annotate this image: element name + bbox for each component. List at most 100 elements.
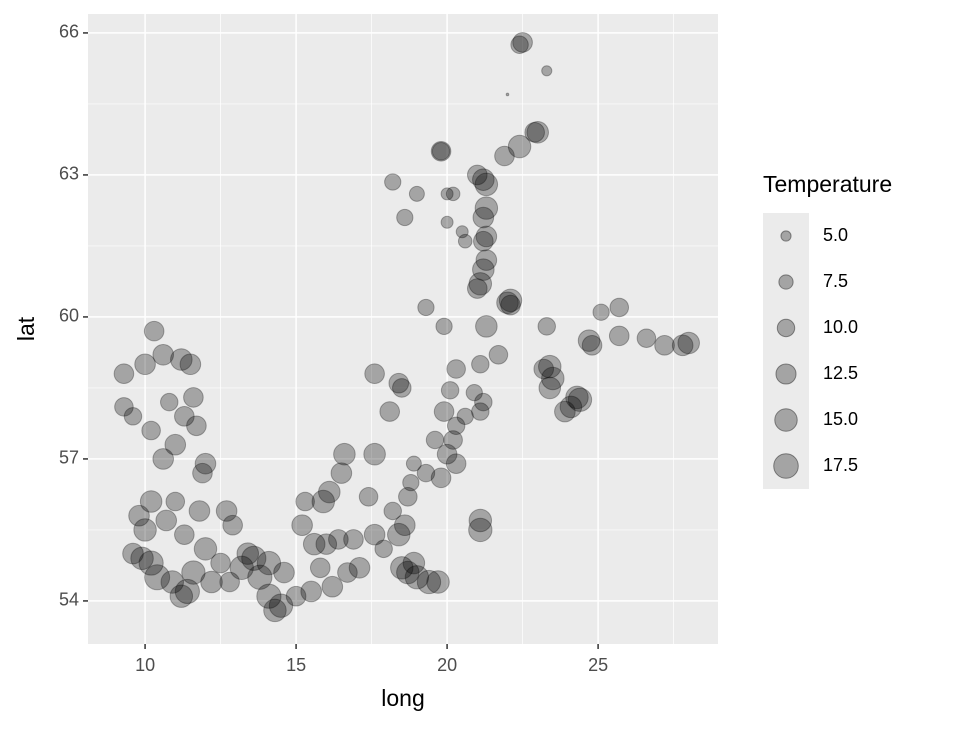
point — [507, 134, 532, 159]
legend-symbol — [778, 274, 794, 290]
point — [170, 348, 193, 371]
point — [554, 400, 576, 423]
point — [192, 462, 213, 484]
point — [416, 463, 436, 483]
point — [500, 294, 521, 316]
point — [188, 500, 211, 522]
point — [388, 372, 410, 394]
point — [343, 529, 364, 550]
legend-key — [763, 259, 809, 305]
point — [295, 491, 315, 512]
point — [408, 185, 425, 202]
point — [456, 407, 474, 425]
point — [430, 140, 452, 162]
point — [474, 392, 493, 412]
point — [443, 430, 463, 450]
point — [404, 565, 430, 590]
point — [465, 384, 483, 402]
point — [505, 92, 510, 97]
point — [169, 584, 194, 608]
point — [581, 335, 603, 356]
point — [144, 564, 171, 591]
point — [141, 420, 161, 441]
point — [374, 539, 393, 559]
x-tick-label: 10 — [135, 655, 155, 675]
point — [155, 509, 178, 532]
point — [164, 433, 187, 456]
legend-label: 10.0 — [823, 317, 858, 337]
x-tick-label: 20 — [437, 655, 457, 675]
legend-label: 5.0 — [823, 225, 848, 245]
point — [181, 560, 206, 585]
point — [457, 233, 473, 249]
point — [383, 501, 402, 521]
point — [577, 329, 601, 352]
point — [468, 517, 493, 543]
point — [113, 363, 135, 385]
point — [405, 455, 422, 472]
x-tick-label: 25 — [588, 655, 608, 675]
point — [130, 546, 154, 571]
point — [455, 225, 469, 239]
point — [417, 298, 435, 317]
point — [445, 186, 461, 202]
y-tick-label: 57 — [59, 448, 79, 468]
point — [333, 442, 356, 466]
legend-key — [763, 305, 809, 351]
point — [446, 416, 466, 436]
x-tick-label: 15 — [286, 655, 306, 675]
point — [446, 359, 466, 379]
point — [328, 529, 349, 550]
point — [435, 317, 453, 336]
point — [567, 387, 593, 412]
point — [174, 524, 195, 545]
y-tick-label: 66 — [59, 22, 79, 42]
point — [488, 345, 509, 365]
point — [291, 514, 313, 536]
point — [472, 206, 495, 229]
point — [474, 172, 499, 197]
legend-key — [763, 443, 809, 489]
point — [402, 551, 426, 575]
point — [379, 401, 401, 422]
point — [402, 473, 420, 492]
point — [236, 542, 260, 565]
legend-symbol — [773, 453, 799, 479]
point — [186, 415, 207, 437]
point — [364, 363, 385, 385]
y-tick-label: 60 — [59, 306, 79, 326]
point — [472, 258, 495, 281]
point — [309, 557, 331, 579]
point — [559, 395, 583, 419]
point — [609, 297, 630, 318]
point — [474, 196, 499, 220]
point — [300, 580, 322, 603]
point — [475, 225, 498, 248]
point — [510, 35, 529, 54]
point — [475, 249, 498, 271]
legend-key — [763, 397, 809, 443]
point — [394, 514, 416, 536]
point — [677, 331, 700, 355]
point — [468, 508, 493, 533]
point — [193, 537, 218, 561]
point — [229, 555, 254, 580]
point — [152, 343, 175, 366]
legend-symbol — [776, 318, 796, 338]
point — [160, 392, 179, 412]
legend-label: 12.5 — [823, 363, 858, 383]
point — [671, 334, 694, 357]
point — [538, 354, 562, 379]
point — [430, 467, 452, 489]
point — [440, 381, 460, 400]
point — [152, 448, 175, 470]
point — [114, 397, 134, 417]
point — [387, 522, 411, 547]
legend-symbol — [775, 363, 797, 385]
y-axis-title: lat — [13, 316, 39, 341]
point — [138, 550, 164, 576]
point — [241, 545, 267, 571]
point — [194, 452, 217, 475]
point — [358, 487, 379, 507]
point — [337, 562, 358, 583]
